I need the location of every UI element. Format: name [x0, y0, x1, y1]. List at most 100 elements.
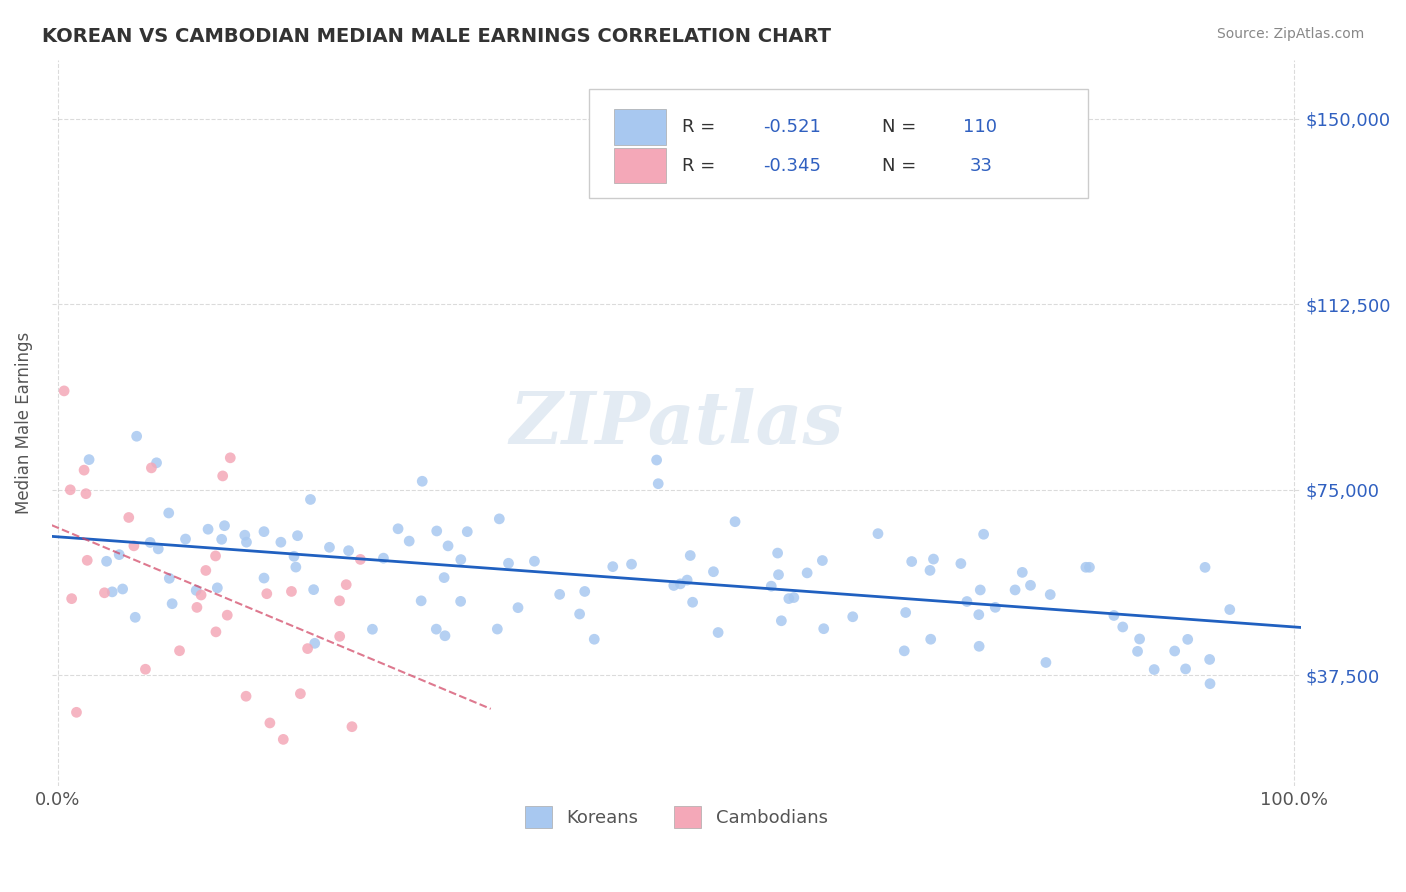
- Point: [707, 625, 730, 640]
- Point: [918, 563, 941, 577]
- FancyBboxPatch shape: [614, 147, 666, 183]
- Point: [190, 588, 212, 602]
- Y-axis label: Median Male Earnings: Median Male Earnings: [15, 332, 32, 514]
- Text: -0.521: -0.521: [763, 119, 821, 136]
- Point: [813, 622, 835, 636]
- Point: [433, 629, 456, 643]
- Point: [329, 629, 352, 643]
- Point: [76, 553, 98, 567]
- Point: [620, 558, 643, 572]
- Text: KOREAN VS CAMBODIAN MEDIAN MALE EARNINGS CORRELATION CHART: KOREAN VS CAMBODIAN MEDIAN MALE EARNINGS…: [42, 27, 831, 45]
- Point: [284, 560, 307, 574]
- Point: [73, 463, 96, 477]
- Point: [679, 549, 702, 563]
- Point: [93, 586, 115, 600]
- Point: [77, 452, 100, 467]
- Point: [186, 600, 208, 615]
- Point: [65, 706, 87, 720]
- Point: [647, 476, 669, 491]
- Point: [124, 610, 146, 624]
- Point: [1198, 652, 1220, 666]
- Point: [1035, 656, 1057, 670]
- Point: [280, 584, 302, 599]
- Point: [302, 582, 325, 597]
- FancyBboxPatch shape: [589, 88, 1088, 198]
- Point: [219, 450, 242, 465]
- Point: [1011, 566, 1033, 580]
- Point: [60, 591, 83, 606]
- Point: [602, 559, 624, 574]
- Point: [645, 453, 668, 467]
- Point: [1074, 560, 1097, 574]
- Point: [387, 522, 409, 536]
- Point: [335, 577, 357, 591]
- Point: [290, 687, 312, 701]
- Point: [1126, 644, 1149, 658]
- Point: [169, 644, 191, 658]
- Point: [1163, 644, 1185, 658]
- Point: [1004, 582, 1026, 597]
- Point: [676, 573, 699, 587]
- Point: [456, 524, 478, 539]
- Point: [770, 614, 793, 628]
- FancyBboxPatch shape: [614, 109, 666, 145]
- Point: [1039, 588, 1062, 602]
- Point: [967, 607, 990, 622]
- Point: [682, 595, 704, 609]
- Point: [139, 535, 162, 549]
- Point: [984, 600, 1007, 615]
- Point: [217, 608, 239, 623]
- Point: [498, 556, 520, 570]
- Point: [207, 581, 229, 595]
- Text: ZIPatlas: ZIPatlas: [509, 387, 844, 458]
- Point: [574, 584, 596, 599]
- Point: [259, 715, 281, 730]
- Point: [568, 607, 591, 621]
- Point: [337, 543, 360, 558]
- Point: [1199, 676, 1222, 690]
- Point: [235, 535, 257, 549]
- Point: [328, 594, 350, 608]
- Point: [426, 524, 449, 538]
- Point: [956, 594, 979, 608]
- Point: [949, 557, 972, 571]
- Point: [96, 554, 118, 568]
- Point: [841, 609, 863, 624]
- Point: [768, 567, 790, 582]
- Point: [1174, 662, 1197, 676]
- Point: [270, 535, 292, 549]
- Point: [1177, 632, 1199, 647]
- Point: [134, 662, 156, 676]
- Point: [157, 506, 180, 520]
- Text: R =: R =: [682, 157, 721, 175]
- Point: [702, 565, 724, 579]
- Point: [1019, 578, 1042, 592]
- Point: [973, 527, 995, 541]
- Point: [811, 553, 834, 567]
- Point: [214, 518, 236, 533]
- Point: [283, 549, 305, 564]
- Point: [122, 539, 145, 553]
- Point: [253, 571, 276, 585]
- Point: [59, 483, 82, 497]
- Point: [361, 622, 384, 636]
- Point: [398, 534, 420, 549]
- Point: [900, 555, 922, 569]
- Point: [297, 641, 319, 656]
- Text: Source: ZipAtlas.com: Source: ZipAtlas.com: [1216, 27, 1364, 41]
- Point: [145, 456, 167, 470]
- Point: [1112, 620, 1135, 634]
- Text: N =: N =: [882, 119, 922, 136]
- Point: [53, 384, 76, 398]
- Point: [1194, 560, 1216, 574]
- Point: [669, 577, 692, 591]
- Point: [967, 640, 990, 654]
- Text: N =: N =: [882, 157, 922, 175]
- Point: [141, 461, 163, 475]
- Point: [778, 591, 800, 606]
- Point: [271, 732, 294, 747]
- Point: [450, 594, 472, 608]
- Point: [1078, 560, 1101, 574]
- Text: 33: 33: [970, 157, 993, 175]
- Point: [125, 429, 148, 443]
